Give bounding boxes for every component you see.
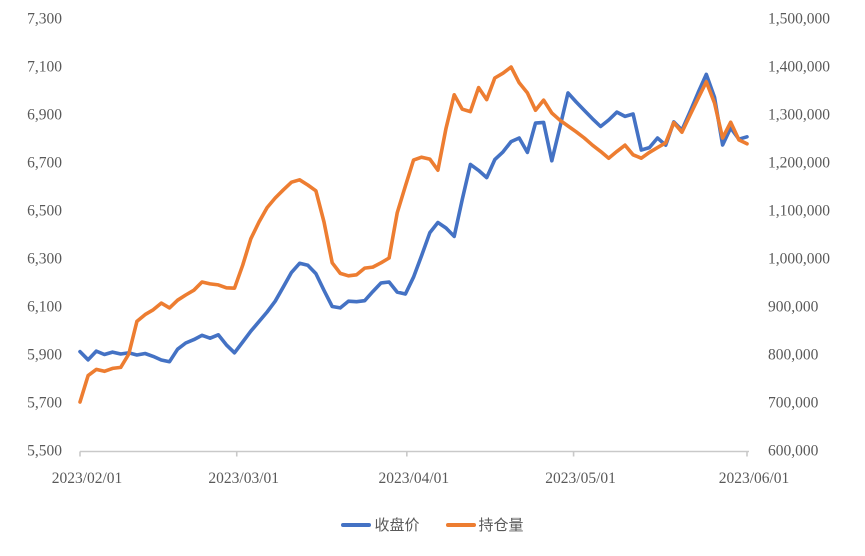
legend-swatch-close-price	[341, 522, 372, 527]
x-axis-label: 2023/06/01	[719, 470, 790, 487]
y-axis-label-right: 600,000	[768, 443, 819, 460]
x-axis-label: 2023/03/01	[208, 470, 279, 487]
y-axis-label-left: 6,500	[27, 203, 62, 220]
legend-item-open-interest: 持仓量	[445, 514, 524, 535]
y-axis-label-left: 7,300	[27, 11, 62, 28]
y-axis-label-left: 5,900	[27, 347, 62, 364]
legend-item-close-price: 收盘价	[341, 514, 420, 535]
y-axis-label-right: 1,100,000	[768, 203, 830, 220]
y-axis-label-right: 1,400,000	[768, 59, 830, 76]
legend-label-open-interest: 持仓量	[478, 518, 524, 534]
series-line-close-price	[78, 72, 749, 364]
y-axis-label-right: 800,000	[768, 347, 819, 364]
x-axis-label: 2023/02/01	[52, 470, 123, 487]
x-axis-label: 2023/04/01	[379, 470, 450, 487]
x-axis-label: 2023/05/01	[545, 470, 616, 487]
legend-label-close-price: 收盘价	[374, 518, 420, 534]
y-axis-label-left: 5,500	[27, 443, 62, 460]
y-axis-label-left: 6,100	[27, 299, 62, 316]
y-axis-label-right: 1,000,000	[768, 251, 830, 268]
y-axis-label-right: 1,500,000	[768, 11, 830, 28]
y-axis-label-right: 900,000	[768, 299, 819, 316]
series-line-open-interest	[78, 65, 749, 404]
legend-swatch-open-interest	[445, 522, 476, 527]
y-axis-label-left: 5,700	[27, 395, 62, 412]
y-axis-label-left: 6,900	[27, 107, 62, 124]
y-axis-label-right: 1,300,000	[768, 107, 830, 124]
y-axis-label-right: 1,200,000	[768, 155, 830, 172]
y-axis-label-left: 6,700	[27, 155, 62, 172]
chart-legend: 收盘价 持仓量	[0, 514, 865, 535]
y-axis-label-right: 700,000	[768, 395, 819, 412]
y-axis-label-left: 6,300	[27, 251, 62, 268]
y-axis-label-left: 7,100	[27, 59, 62, 76]
